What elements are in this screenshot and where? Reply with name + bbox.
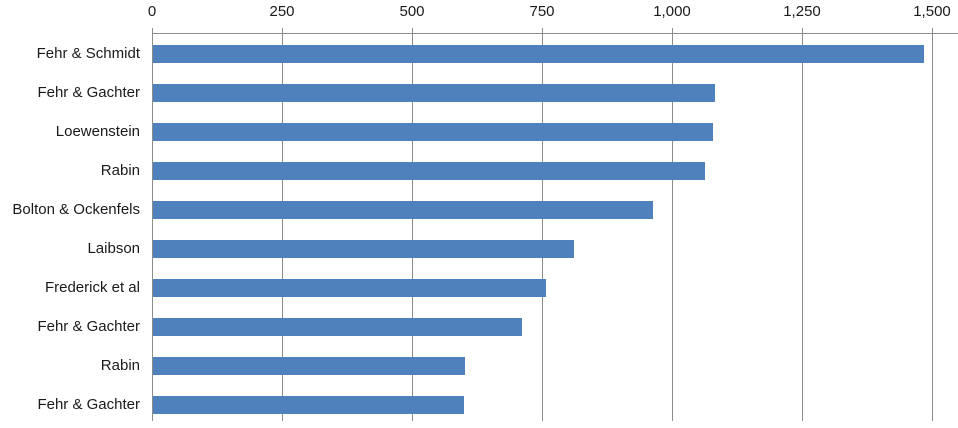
- x-axis-tick-label: 1,000: [653, 3, 691, 20]
- category-label: Fehr & Schmidt: [36, 45, 140, 62]
- category-label: Fehr & Gachter: [37, 396, 140, 413]
- bar: [153, 240, 574, 258]
- bar: [153, 45, 924, 63]
- x-axis-tick-label: 1,500: [913, 3, 951, 20]
- plot-top-border: [152, 33, 958, 34]
- bar: [153, 279, 546, 297]
- category-label: Rabin: [100, 162, 140, 179]
- bar: [153, 162, 705, 180]
- gridline: [412, 28, 413, 421]
- bar: [153, 123, 713, 141]
- category-label: Loewenstein: [55, 123, 140, 140]
- x-axis-tick-label: 500: [399, 3, 425, 20]
- x-axis-tick-label: 250: [269, 3, 295, 20]
- gridline: [802, 28, 803, 421]
- x-axis-tick-label: 750: [529, 3, 555, 20]
- gridline: [672, 28, 673, 421]
- bar: [153, 357, 465, 375]
- category-label: Rabin: [100, 357, 140, 374]
- x-axis-tick-label: 1,250: [783, 3, 821, 20]
- y-axis-line: [152, 28, 153, 421]
- x-axis-tick-label: 0: [147, 3, 157, 20]
- category-label: Bolton & Ockenfels: [12, 201, 140, 218]
- category-label: Frederick et al: [44, 279, 140, 296]
- bar: [153, 318, 522, 336]
- category-label: Fehr & Gachter: [37, 318, 140, 335]
- gridline: [282, 28, 283, 421]
- bar: [153, 396, 464, 414]
- gridline: [932, 28, 933, 421]
- bar: [153, 201, 653, 219]
- gridline: [542, 28, 543, 421]
- bar: [153, 84, 715, 102]
- category-label: Laibson: [87, 240, 140, 257]
- category-label: Fehr & Gachter: [37, 84, 140, 101]
